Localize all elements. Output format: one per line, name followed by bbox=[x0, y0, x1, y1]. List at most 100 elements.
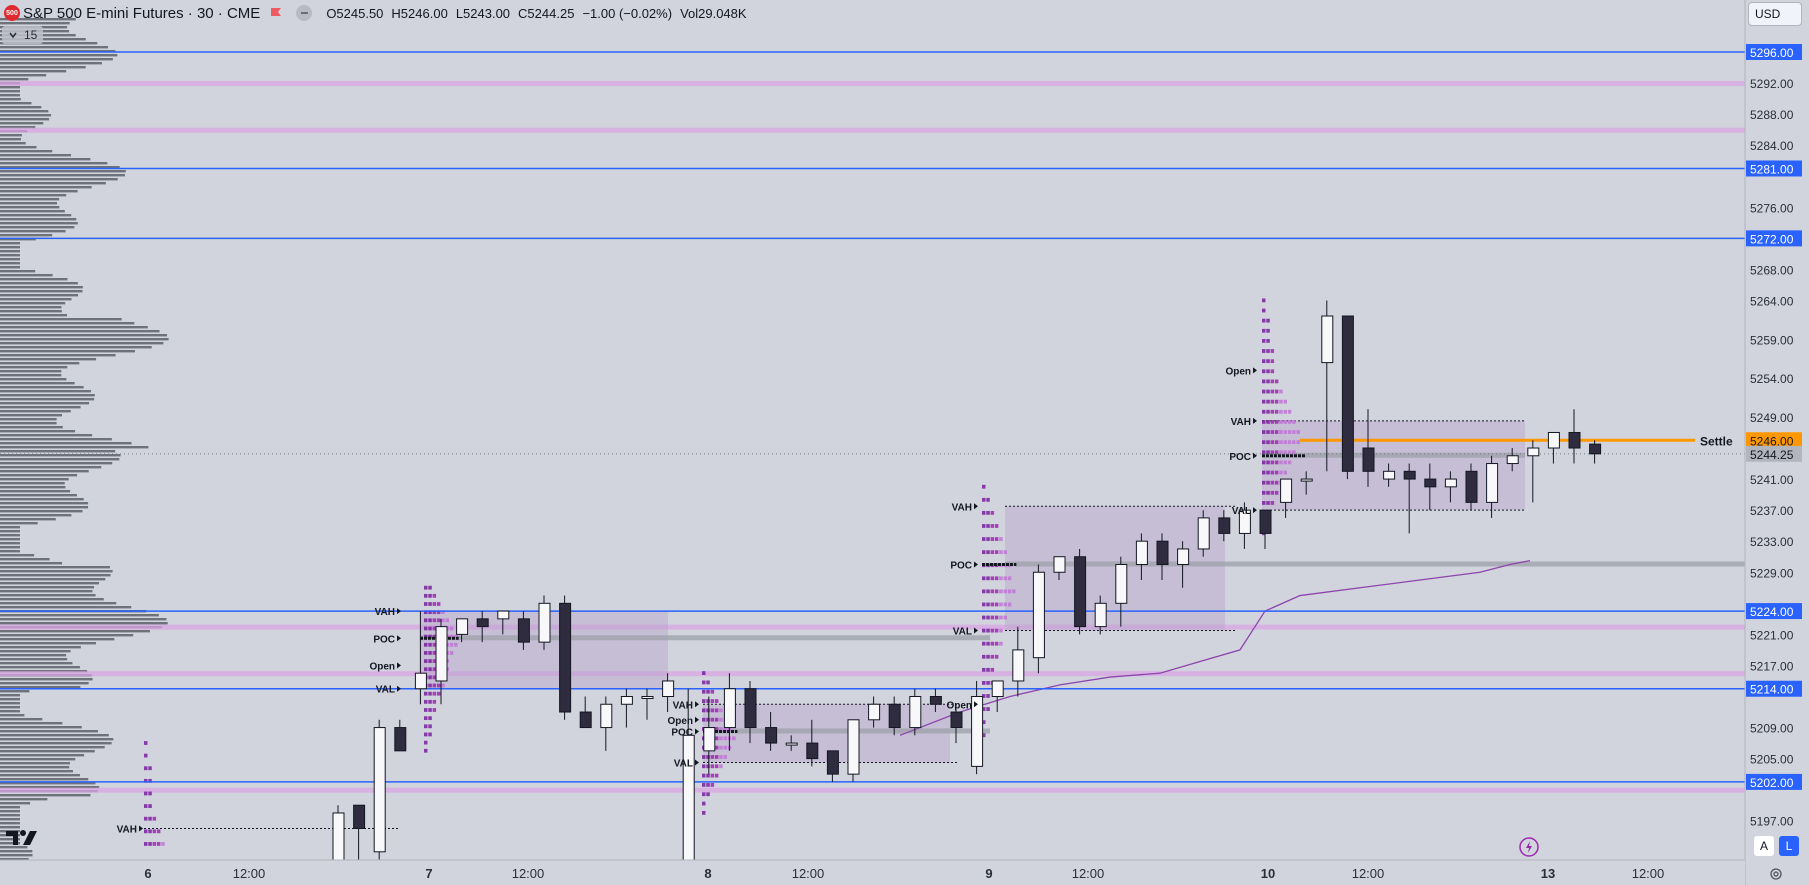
candle[interactable] bbox=[1444, 478, 1457, 488]
candle[interactable] bbox=[600, 703, 613, 729]
candle[interactable] bbox=[456, 618, 469, 635]
volume-profile-bar bbox=[0, 522, 38, 525]
candle[interactable] bbox=[1032, 571, 1045, 659]
tpo-block bbox=[432, 708, 437, 712]
price-tick-label: 5264.00 bbox=[1750, 294, 1794, 308]
candle[interactable] bbox=[971, 695, 984, 767]
currency-select[interactable]: USD bbox=[1748, 2, 1802, 26]
candle[interactable] bbox=[1568, 431, 1581, 449]
candle[interactable] bbox=[1527, 447, 1540, 457]
tpo-block bbox=[723, 736, 727, 741]
candle[interactable] bbox=[1135, 540, 1148, 565]
candle[interactable] bbox=[1053, 556, 1066, 573]
candle[interactable] bbox=[1424, 478, 1437, 488]
candle[interactable] bbox=[1156, 540, 1169, 565]
candle[interactable] bbox=[1177, 548, 1190, 565]
candle[interactable] bbox=[1197, 517, 1210, 550]
tradingview-logo-icon[interactable] bbox=[6, 828, 42, 846]
candle[interactable] bbox=[847, 719, 860, 775]
candle[interactable] bbox=[1341, 315, 1354, 472]
tpo-block bbox=[999, 641, 1003, 646]
candle[interactable] bbox=[559, 602, 572, 713]
lightning-icon[interactable] bbox=[1518, 836, 1540, 858]
tpo-block bbox=[1296, 440, 1300, 445]
time-axis[interactable] bbox=[0, 860, 1745, 885]
candle[interactable] bbox=[806, 742, 819, 760]
tpo-block bbox=[986, 641, 990, 646]
candle[interactable] bbox=[517, 618, 530, 643]
candle[interactable] bbox=[1321, 315, 1334, 364]
tpo-block bbox=[986, 576, 990, 581]
tpo-block bbox=[449, 626, 454, 631]
candle[interactable] bbox=[414, 672, 427, 690]
candle[interactable] bbox=[1012, 649, 1025, 682]
candle[interactable] bbox=[353, 804, 366, 830]
candle[interactable] bbox=[538, 602, 551, 643]
candle[interactable] bbox=[991, 680, 1004, 697]
candle[interactable] bbox=[1218, 517, 1231, 534]
tpo-block bbox=[1266, 430, 1270, 434]
tpo-block bbox=[982, 602, 986, 607]
candle[interactable] bbox=[1506, 455, 1519, 465]
candle[interactable] bbox=[929, 695, 942, 705]
candle[interactable] bbox=[1362, 447, 1375, 472]
gear-icon[interactable] bbox=[1768, 866, 1784, 882]
volume-profile-bar bbox=[0, 302, 66, 305]
profile-val-label: VAL bbox=[1232, 506, 1251, 517]
candle[interactable] bbox=[1486, 463, 1499, 503]
tpo-block bbox=[723, 727, 727, 731]
candle[interactable] bbox=[868, 703, 881, 721]
candle[interactable] bbox=[662, 680, 675, 697]
candle[interactable] bbox=[950, 711, 963, 729]
candle[interactable] bbox=[785, 742, 798, 746]
candle[interactable] bbox=[1115, 563, 1128, 604]
tpo-block bbox=[1279, 450, 1283, 455]
candle[interactable] bbox=[1300, 478, 1313, 482]
candle[interactable] bbox=[435, 626, 448, 682]
settle-price-badge bbox=[1746, 432, 1802, 449]
candle[interactable] bbox=[1547, 431, 1560, 449]
candle[interactable] bbox=[620, 695, 633, 705]
time-tick-label: 8 bbox=[704, 866, 711, 881]
candle[interactable] bbox=[1074, 556, 1087, 628]
candle[interactable] bbox=[682, 734, 695, 861]
candle[interactable] bbox=[1259, 509, 1272, 534]
volume-profile-bar bbox=[0, 458, 120, 461]
volume-profile-bar bbox=[0, 526, 20, 529]
auto-scale-button[interactable]: A bbox=[1754, 836, 1774, 856]
candle[interactable] bbox=[765, 727, 778, 744]
candle[interactable] bbox=[579, 711, 592, 729]
candle[interactable] bbox=[1465, 470, 1478, 503]
candle[interactable] bbox=[888, 703, 901, 729]
candle[interactable] bbox=[332, 812, 345, 861]
flag-icon[interactable] bbox=[270, 7, 282, 19]
candle[interactable] bbox=[641, 695, 654, 699]
candle[interactable] bbox=[1280, 478, 1293, 503]
candle[interactable] bbox=[826, 750, 839, 775]
pink-level-band bbox=[0, 81, 1745, 87]
volume-value: Vol29.048K bbox=[680, 5, 747, 21]
candle[interactable] bbox=[497, 610, 510, 620]
candle[interactable] bbox=[744, 688, 757, 729]
candle[interactable] bbox=[373, 727, 386, 853]
symbol-title[interactable]: S&P 500 E-mini Futures · 30 · CME bbox=[23, 4, 261, 22]
candle[interactable] bbox=[1094, 602, 1107, 628]
candle[interactable] bbox=[703, 727, 716, 752]
volume-profile-bar bbox=[0, 186, 92, 189]
tpo-block bbox=[714, 717, 719, 722]
candle[interactable] bbox=[909, 695, 922, 729]
indicators-toggle[interactable]: 15 bbox=[2, 26, 44, 44]
candle[interactable] bbox=[1238, 509, 1251, 534]
candle[interactable] bbox=[394, 727, 407, 752]
log-scale-button[interactable]: L bbox=[1779, 836, 1799, 856]
hide-button[interactable] bbox=[296, 5, 313, 21]
candle[interactable] bbox=[1383, 470, 1396, 480]
tpo-block bbox=[1283, 399, 1287, 404]
candle[interactable] bbox=[1589, 443, 1602, 455]
candle[interactable] bbox=[476, 618, 489, 628]
symbol-logo-icon[interactable]: 500 bbox=[4, 5, 20, 21]
candle[interactable] bbox=[723, 688, 736, 729]
tpo-block bbox=[1270, 369, 1275, 374]
candle[interactable] bbox=[1403, 470, 1416, 480]
